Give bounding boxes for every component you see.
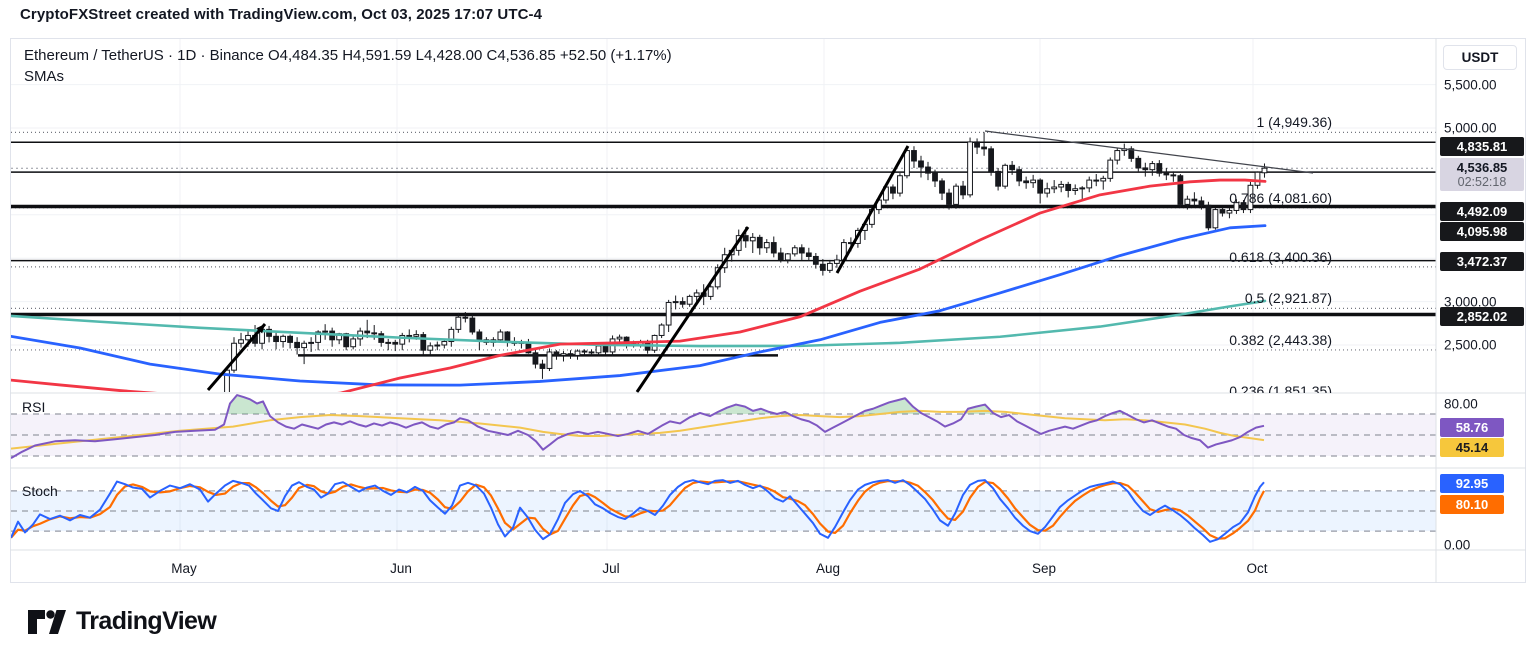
price-tick: 3,000.00	[1444, 294, 1497, 310]
price-axis-scale[interactable]	[1436, 38, 1526, 583]
currency-toggle-button[interactable]: USDT	[1443, 45, 1517, 70]
fib-level-label: 0.382 (2,443.38)	[1229, 331, 1332, 348]
rsi-ma-line	[11, 409, 1265, 450]
stoch-pane-label: Stoch	[22, 483, 58, 499]
price-tick: 2,500.00	[1444, 337, 1497, 353]
price-tick: 5,500.00	[1444, 77, 1497, 93]
countdown-timer: 02:52:18	[1457, 175, 1507, 189]
trendlines	[206, 130, 1314, 393]
price-level-badge: 3,472.37	[1440, 251, 1524, 271]
fib-level-label: 0.5 (2,921.87)	[1244, 290, 1332, 307]
indicator-value-badge: 80.10	[1440, 494, 1504, 514]
indicator-value-badge: 92.95	[1440, 473, 1504, 493]
time-axis-month-label: Aug	[815, 561, 841, 576]
sma-line	[11, 178, 1267, 392]
fib-labels-container: 1 (4,949.36) 0.786 (4,081.60) 0.618 (3,400…	[0, 38, 1440, 393]
time-axis-month-label: Jul	[602, 561, 620, 576]
time-axis-month-label: Oct	[1246, 561, 1268, 576]
symbol-legend: Ethereum / TetherUS · 1D · Binance O4,48…	[24, 45, 672, 87]
fib-level-label: 0.786 (4,081.60)	[1229, 189, 1332, 206]
rsi-line	[11, 394, 1265, 459]
stoch-tick: 0.00	[1444, 537, 1471, 552]
time-axis-month-label: Sep	[1031, 561, 1057, 576]
tradingview-logo[interactable]: TradingView	[28, 606, 217, 636]
price-level-badge: 4,835.81	[1440, 136, 1524, 156]
price-level-badge: 4,492.09	[1440, 201, 1524, 221]
pane-separators	[10, 38, 1526, 583]
stoch-k-line	[11, 479, 1265, 543]
tradingview-logo-text: TradingView	[76, 606, 217, 635]
price-level-badge: 4,095.98	[1440, 221, 1524, 241]
price-tick: 5,000.00	[1444, 120, 1497, 136]
indicator-value-badge: 45.14	[1440, 437, 1504, 457]
time-axis-month-label: May	[171, 561, 197, 576]
time-axis-scale[interactable]	[10, 551, 1436, 583]
indicator-legend-smas[interactable]: SMAs	[24, 68, 65, 85]
rsi-pane-label: RSI	[22, 399, 46, 415]
rsi-pane	[11, 394, 1265, 459]
price-level-badge: 2,852.02	[1440, 306, 1524, 326]
indicator-bands	[11, 413, 1436, 532]
current-price-badge: 4,536.85 02:52:18	[1440, 158, 1524, 191]
stoch-pane	[11, 479, 1265, 543]
fib-level-label: 0.618 (3,400.36)	[1229, 248, 1332, 265]
time-axis-month-label: Jun	[390, 561, 412, 576]
rsi-tick: 80.00	[1444, 396, 1478, 411]
candlesticks	[224, 132, 1268, 392]
fib-level-label: 1 (4,949.36)	[1256, 114, 1333, 131]
sma-line	[11, 299, 1267, 348]
sma-line	[11, 224, 1267, 387]
indicator-value-badge: 58.76	[1440, 417, 1504, 437]
symbol-title[interactable]: Ethereum / TetherUS · 1D · Binance O4,48…	[24, 47, 672, 64]
attribution-text: CryptoFXStreet created with TradingView.…	[20, 6, 543, 23]
tradingview-logo-icon	[28, 610, 66, 634]
fib-level-label: 0.236 (1,851.35)	[1229, 383, 1332, 393]
